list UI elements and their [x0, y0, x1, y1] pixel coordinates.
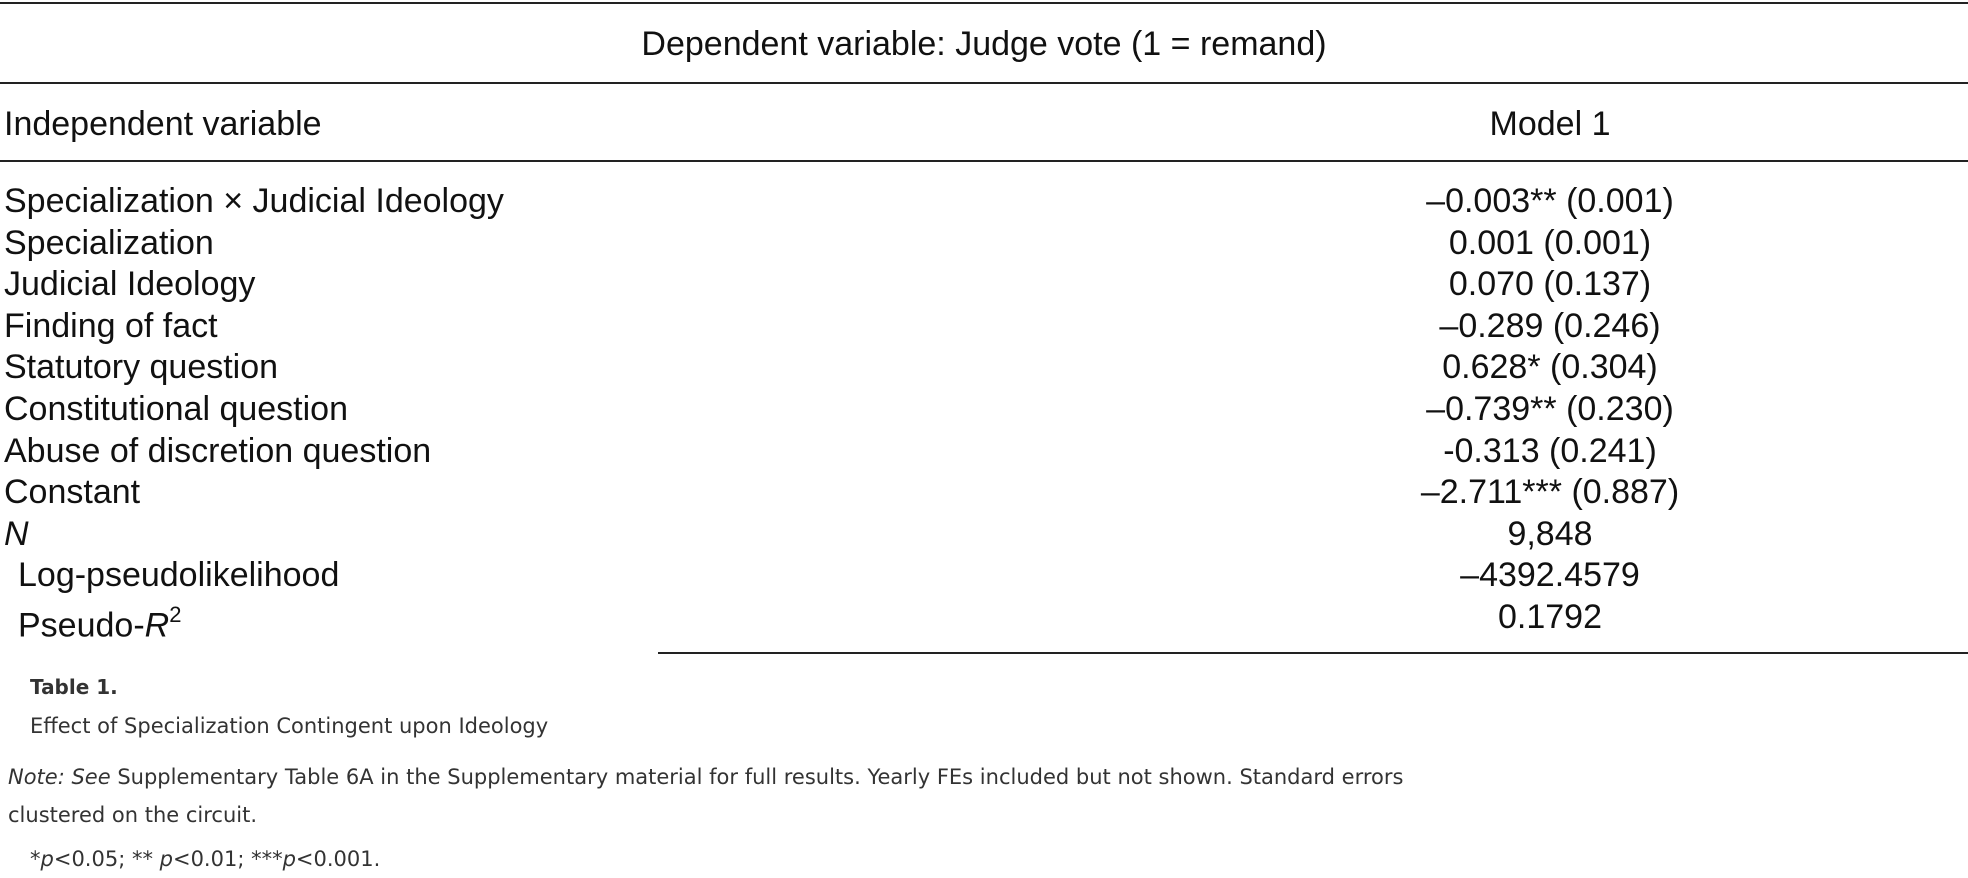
sig-lead: *	[30, 847, 41, 871]
row-variable: Specialization × Judicial Ideology	[4, 182, 504, 220]
table-row: Constitutional question –0.739** (0.230)	[0, 385, 1968, 428]
row-variable: Finding of fact	[4, 306, 218, 345]
table-row: Abuse of discretion question -0.313 (0.2…	[0, 427, 1968, 470]
sig-p3: p	[282, 847, 296, 871]
table-body: Specialization × Judicial Ideology –0.00…	[0, 177, 1968, 644]
significance-legend: *p<0.05; ** p<0.01; ***p<0.001.	[30, 845, 380, 873]
row-variable: Specialization	[4, 223, 214, 262]
table-row: Judicial Ideology 0.070 (0.137)	[0, 260, 1968, 303]
dependent-variable-heading: Dependent variable: Judge vote (1 = rema…	[641, 25, 1327, 63]
table-row: Statutory question 0.628* (0.304)	[0, 343, 1968, 386]
sig-p2: p	[159, 847, 173, 871]
table-body-rule	[0, 160, 1968, 162]
column-header-model-1: Model 1	[1489, 105, 1611, 143]
sig-t1: <0.05; **	[53, 847, 160, 871]
table-row: Specialization 0.001 (0.001)	[0, 219, 1968, 262]
table-caption-title: Effect of Specialization Contingent upon…	[30, 714, 549, 738]
table-top-rule	[0, 2, 1968, 4]
pseudo-r2-symbol: R	[144, 606, 170, 645]
row-value: –0.739** (0.230)	[1426, 389, 1674, 428]
row-value: 0.070 (0.137)	[1448, 265, 1652, 304]
pseudo-r2-prefix: Pseudo-	[18, 606, 145, 645]
stat-row-log-pseudolikelihood: Log-pseudolikelihood –4392.4579	[0, 551, 1968, 594]
table-row: Specialization × Judicial Ideology –0.00…	[0, 177, 1968, 220]
row-value: 0.001 (0.001)	[1448, 223, 1652, 262]
row-value: –0.289 (0.246)	[1439, 306, 1661, 345]
row-value: –2.711*** (0.887)	[1420, 473, 1680, 512]
row-variable: Constant	[4, 473, 141, 512]
stat-label-pseudo-r2: Pseudo-R2	[18, 593, 181, 649]
stat-value-n: 9,848	[1507, 514, 1593, 553]
stat-label-log-pseudolikelihood: Log-pseudolikelihood	[18, 556, 340, 595]
row-variable: Statutory question	[4, 348, 279, 387]
row-value: –0.003** (0.001)	[1426, 182, 1674, 220]
sig-t3: <0.001.	[295, 847, 381, 871]
stat-value-pseudo-r2: 0.1792	[1498, 597, 1602, 636]
stat-value-log-pseudolikelihood: –4392.4579	[1460, 556, 1640, 595]
table-header-rule	[0, 82, 1968, 84]
table-note-text: Supplementary Table 6A in the Supplement…	[8, 765, 1404, 827]
row-variable: Constitutional question	[4, 389, 349, 428]
table-caption-label: Table 1.	[30, 675, 118, 699]
sig-t2: <0.01; ***	[172, 847, 283, 871]
column-header-independent-variable: Independent variable	[4, 105, 322, 143]
table-row: Constant –2.711*** (0.887)	[0, 468, 1968, 511]
table-note: Note: See Supplementary Table 6A in the …	[8, 758, 1428, 834]
row-value: -0.313 (0.241)	[1443, 431, 1657, 470]
stat-row-n: N 9,848	[0, 510, 1968, 553]
table-row: Finding of fact –0.289 (0.246)	[0, 302, 1968, 345]
stat-label-n: N	[4, 514, 29, 553]
stat-row-pseudo-r2: Pseudo-R2 0.1792	[0, 593, 1968, 644]
pseudo-r2-exponent: 2	[169, 601, 182, 627]
table-note-prefix: Note: See	[8, 765, 111, 789]
sig-p1: p	[40, 847, 54, 871]
row-variable: Abuse of discretion question	[4, 431, 432, 470]
row-value: 0.628* (0.304)	[1442, 348, 1658, 387]
row-variable: Judicial Ideology	[4, 265, 256, 304]
table-bottom-rule	[658, 652, 1968, 654]
